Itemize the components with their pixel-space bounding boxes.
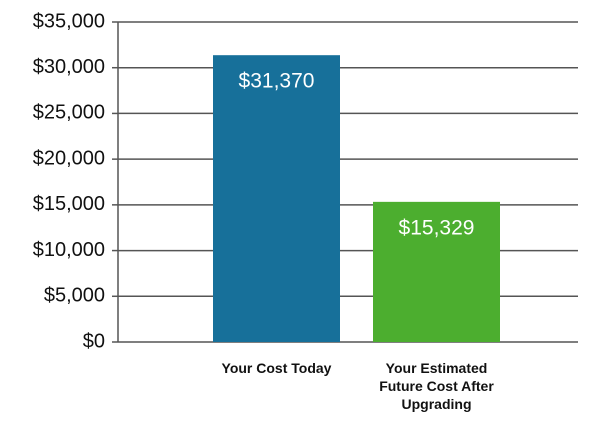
y-tick-label: $10,000 (33, 239, 105, 261)
y-tick-label: $5,000 (44, 285, 105, 307)
y-tick-label: $20,000 (33, 147, 105, 169)
y-tick-label: $25,000 (33, 102, 105, 124)
y-tick-label: $35,000 (33, 10, 105, 32)
bar (213, 55, 340, 343)
value-label: $15,329 (399, 216, 475, 239)
x-tick-label: Your Estimated Future Cost After Upgradi… (379, 360, 494, 412)
x-tick-label: Your Cost Today (221, 360, 332, 376)
y-tick-label: $15,000 (33, 193, 105, 215)
bar (373, 201, 500, 342)
y-tick-label: $0 (83, 330, 105, 352)
value-label: $31,370 (239, 70, 315, 93)
y-tick-label: $30,000 (33, 56, 105, 78)
